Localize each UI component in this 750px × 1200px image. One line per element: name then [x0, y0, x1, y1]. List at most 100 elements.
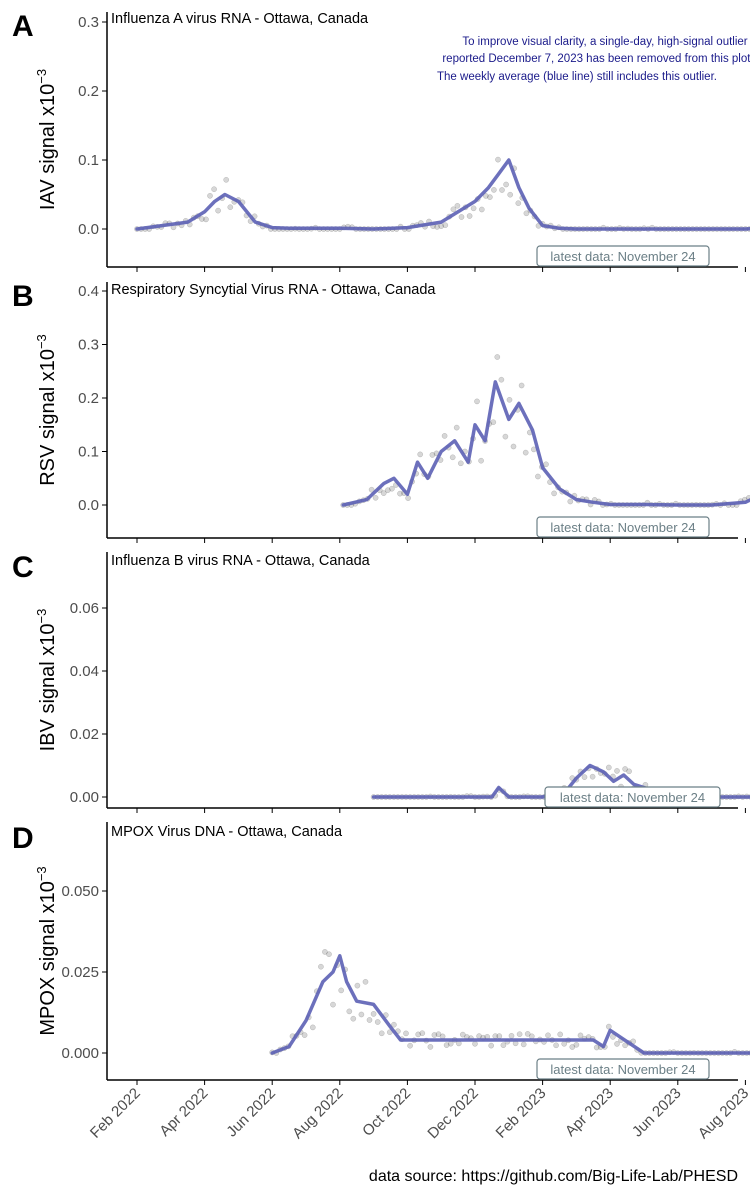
- panel-title: MPOX Virus DNA - Ottawa, Canada: [111, 824, 343, 840]
- y-tick-label: 0.3: [78, 337, 99, 354]
- latest-data-badge: [536, 1058, 710, 1080]
- sample-point: [309, 1024, 316, 1031]
- sample-point: [520, 1041, 527, 1048]
- sample-point: [622, 766, 628, 772]
- y-axis-title-text: IBV signal x10: [37, 623, 59, 751]
- x-tick-label: Aug 2023: [695, 1085, 750, 1142]
- sample-point: [215, 207, 221, 214]
- sample-point: [429, 452, 436, 458]
- sample-point: [490, 419, 497, 426]
- sample-point: [516, 1031, 523, 1038]
- sample-point: [431, 1032, 438, 1038]
- y-tick-label: 0.0: [78, 497, 99, 514]
- y-tick-label: 0.2: [78, 83, 99, 100]
- sample-point: [622, 1042, 628, 1049]
- sample-point: [589, 773, 596, 780]
- sample-point: [454, 202, 461, 209]
- sample-point: [496, 1033, 503, 1039]
- sample-point: [350, 1015, 357, 1022]
- weekly-average-line: [371, 763, 750, 799]
- sample-point: [384, 487, 391, 494]
- y-axis-title-text: MPOX signal x10: [37, 881, 59, 1036]
- sample-point: [605, 764, 612, 771]
- sample-point: [458, 214, 465, 220]
- y-axis-title-text: RSV signal x10: [37, 349, 59, 486]
- panel-letter: B: [12, 280, 34, 313]
- sample-point: [435, 1031, 442, 1038]
- sample-point: [478, 206, 485, 213]
- sample-point: [366, 1017, 373, 1023]
- y-tick-label: 0.050: [61, 883, 99, 900]
- sample-point: [427, 1044, 434, 1050]
- weekly-average-line: [341, 380, 750, 507]
- sample-point: [370, 1011, 377, 1017]
- sample-point: [500, 1042, 507, 1049]
- sample-point: [457, 460, 464, 467]
- y-tick-label: 0.2: [78, 390, 99, 407]
- y-axis-title: RSV signal x10−3: [34, 334, 59, 486]
- sample-point: [397, 490, 403, 497]
- sample-point: [518, 382, 525, 389]
- sample-point: [447, 1040, 454, 1047]
- sample-point: [610, 1034, 616, 1040]
- y-axis-title-exponent: −3: [34, 609, 49, 624]
- sample-point: [478, 457, 484, 464]
- sample-point: [581, 774, 588, 780]
- y-tick-label: 0.06: [70, 600, 99, 617]
- x-tick-label: Feb 2023: [493, 1085, 550, 1142]
- panel-title: Influenza B virus RNA - Ottawa, Canada: [111, 553, 371, 569]
- sample-point: [374, 1019, 381, 1025]
- sample-point: [405, 495, 411, 501]
- y-tick-label: 0.04: [70, 663, 99, 680]
- sample-point: [322, 949, 328, 955]
- sample-point: [626, 768, 632, 775]
- sample-point: [380, 490, 387, 496]
- sample-point: [470, 205, 477, 212]
- x-tick-label: Jun 2023: [629, 1085, 685, 1141]
- sample-point: [524, 1031, 531, 1037]
- sample-point: [495, 156, 501, 163]
- outlier-note-line: To improve visual clarity, a single-day,…: [462, 36, 747, 48]
- sample-point: [407, 1042, 413, 1049]
- y-axis-title: IBV signal x10−3: [34, 609, 59, 752]
- weekly-average-line: [135, 158, 750, 231]
- sample-point: [491, 187, 497, 193]
- y-tick-label: 0.02: [70, 726, 99, 743]
- panel-title: Influenza A virus RNA - Ottawa, Canada: [111, 11, 369, 27]
- panel-letter: C: [12, 551, 34, 584]
- panel-letter: D: [12, 822, 34, 855]
- sample-point: [488, 1042, 495, 1049]
- latest-data-label: latest data: November 24: [550, 1062, 695, 1077]
- sample-point: [523, 210, 530, 217]
- sample-point: [346, 1008, 353, 1015]
- sample-point: [389, 485, 395, 492]
- sample-point: [545, 1032, 551, 1039]
- sample-point: [466, 213, 473, 219]
- sample-point: [482, 193, 489, 199]
- sample-point: [605, 1023, 612, 1030]
- sample-point: [223, 176, 230, 183]
- latest-data-badge: [536, 245, 710, 267]
- y-tick-label: 0.0: [78, 221, 99, 238]
- sample-point: [494, 354, 501, 360]
- panel-title: Respiratory Syncytial Virus RNA - Ottawa…: [111, 282, 436, 298]
- data-source-note: data source: https://github.com/Big-Life…: [368, 1168, 738, 1185]
- sample-point: [203, 216, 209, 223]
- sample-point: [474, 398, 480, 405]
- latest-data-label: latest data: November 24: [550, 249, 695, 264]
- panel-a: A 0.0 0.1 0.2 0.3 IAV signal x10−3 Influenza A…: [12, 10, 750, 272]
- y-axis-title: MPOX signal x10−3: [34, 866, 59, 1035]
- y-tick-label: 0.000: [61, 1045, 99, 1062]
- sample-point: [506, 396, 513, 403]
- sample-point: [499, 187, 505, 193]
- latest-data-label: latest data: November 24: [560, 790, 705, 805]
- sample-point: [459, 1031, 466, 1038]
- sample-point: [551, 490, 557, 497]
- sample-point: [227, 204, 234, 211]
- sample-point: [487, 194, 493, 200]
- y-axis-title-exponent: −3: [34, 69, 49, 84]
- sample-point: [403, 1030, 409, 1037]
- x-tick-label: Apr 2023: [562, 1085, 617, 1140]
- sample-point: [362, 978, 369, 985]
